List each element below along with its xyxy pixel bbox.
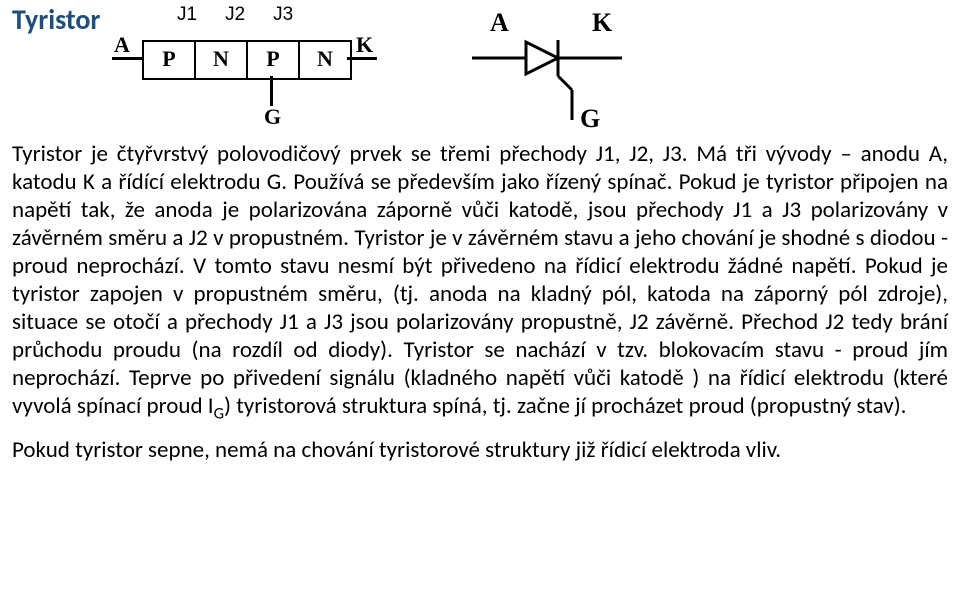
- layer-structure-diagram: J1 J2 J3 A P N P N K G: [112, 4, 392, 124]
- paragraph-main: Tyristor je čtyřvrstvý polovodičový prve…: [12, 140, 948, 424]
- layer-cell: N: [300, 42, 350, 78]
- schematic-symbol-diagram: A K G: [472, 4, 672, 134]
- body-text: Tyristor je čtyřvrstvý polovodičový prve…: [12, 140, 948, 464]
- page-title: Tyristor: [12, 2, 100, 37]
- junction-label: J1: [177, 4, 197, 26]
- paragraph-text: ) tyristorová struktura spíná, tj. začne…: [224, 392, 906, 420]
- diagrams-row: J1 J2 J3 A P N P N K G A K G: [112, 4, 948, 134]
- junction-label: J2: [225, 4, 245, 26]
- wire-gate: [270, 76, 273, 106]
- wire-anode: [112, 57, 142, 60]
- junction-labels: J1 J2 J3: [177, 4, 293, 26]
- gate-label: G: [580, 104, 600, 134]
- paragraph-footer: Pokud tyristor sepne, nemá na chování ty…: [12, 436, 948, 464]
- thyristor-symbol-icon: [472, 34, 642, 124]
- cathode-label: K: [356, 32, 373, 58]
- anode-label: A: [114, 32, 130, 58]
- layer-cell: P: [144, 42, 196, 78]
- layer-cell: N: [196, 42, 248, 78]
- pnpn-layers: P N P N: [142, 40, 352, 80]
- junction-label: J3: [273, 4, 293, 26]
- gate-label: G: [264, 104, 281, 130]
- layer-cell: P: [248, 42, 300, 78]
- paragraph-text: Tyristor je čtyřvrstvý polovodičový prve…: [12, 140, 948, 420]
- subscript: G: [214, 404, 224, 424]
